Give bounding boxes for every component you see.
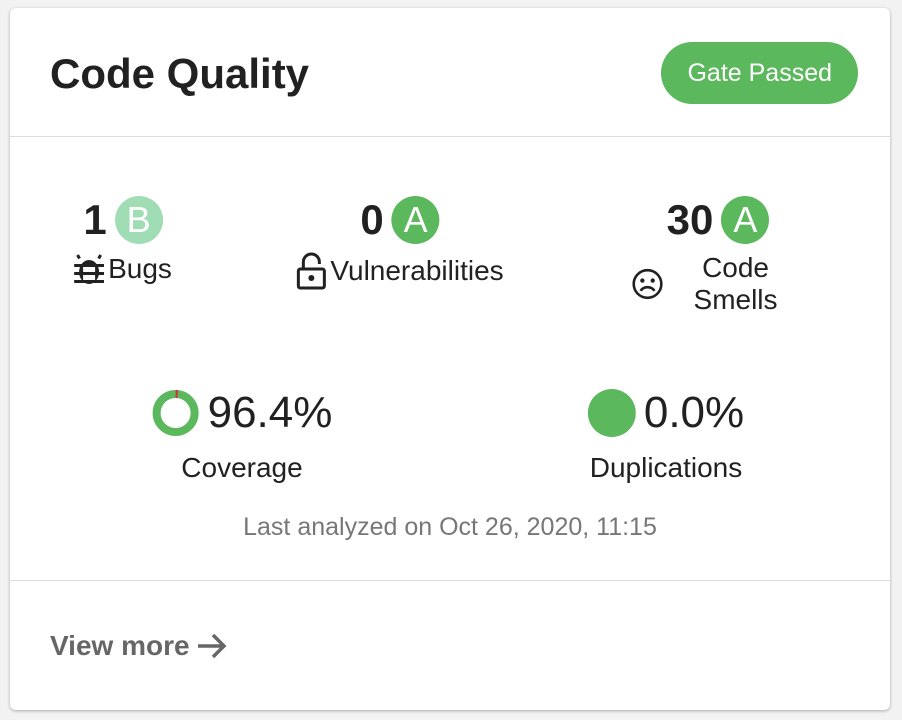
vulnerabilities-value: 0 [360, 196, 384, 243]
bugs-value: 1 [83, 196, 107, 243]
code-smells-value: 30 [666, 196, 714, 243]
coverage-label: Coverage [181, 452, 303, 483]
sad-face-icon [632, 268, 663, 300]
bug-icon [74, 254, 105, 284]
coverage-value: 96.4% [207, 388, 333, 437]
metric-code-smells[interactable]: 30 A Code Smells [632, 196, 804, 316]
bugs-rating: B [114, 196, 163, 244]
gate-status-badge: Gate Passed [661, 42, 858, 104]
metric-duplications[interactable]: 0.0% Duplications [587, 388, 745, 484]
bugs-label: Bugs [108, 253, 172, 284]
view-more-label: View more [50, 630, 190, 661]
divider [10, 136, 890, 137]
coverage-donut-icon [152, 390, 199, 436]
duplications-circle-icon [587, 389, 636, 437]
divider [10, 580, 890, 581]
view-more-link[interactable]: View more [50, 630, 228, 662]
card-title: Code Quality [50, 50, 310, 97]
metric-coverage[interactable]: 96.4% Coverage [152, 388, 333, 484]
vulnerabilities-label: Vulnerabilities [330, 255, 504, 286]
duplications-value: 0.0% [643, 388, 745, 437]
duplications-label: Duplications [589, 452, 743, 483]
arrow-right-icon [197, 633, 227, 659]
lock-icon [296, 252, 326, 290]
code-smells-label: Code Smells [693, 252, 778, 315]
vulnerabilities-rating: A [391, 196, 440, 244]
last-analyzed-text: Last analyzed on Oct 26, 2020, 11:15 [243, 513, 657, 541]
code-smells-rating: A [721, 196, 770, 244]
